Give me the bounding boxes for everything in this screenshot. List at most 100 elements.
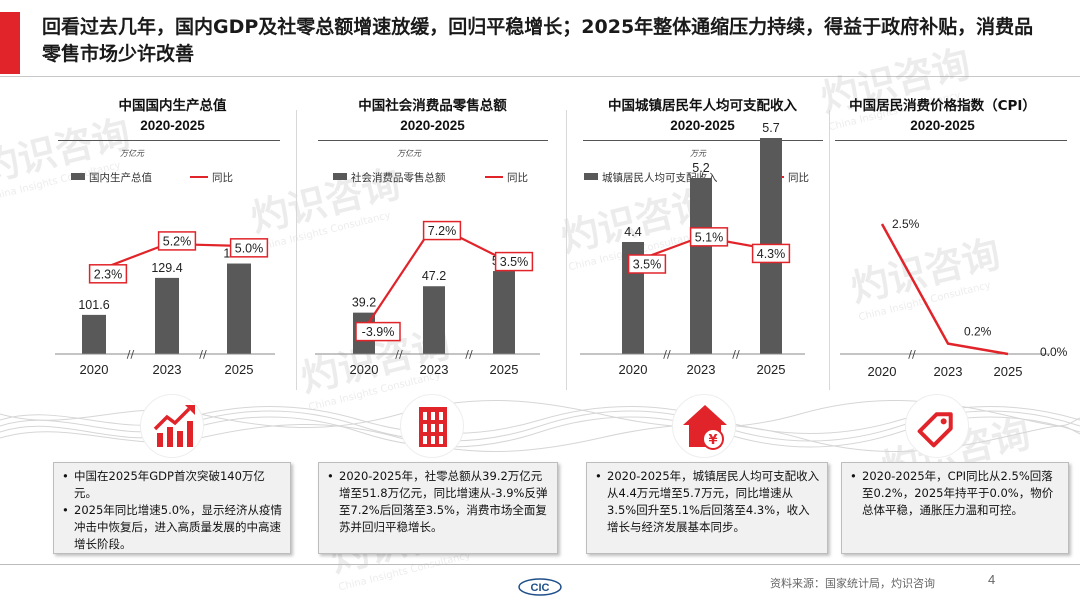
retail-sales-chart: 万亿元社会消费品零售总额同比39.2202047.2202351.82025//… <box>315 142 565 392</box>
retail-sales-chart-svg: 万亿元社会消费品零售总额同比39.2202047.2202351.82025//… <box>315 149 540 377</box>
bar-value-label: 47.2 <box>422 269 446 283</box>
x-tick-label: 2020 <box>619 362 648 377</box>
bar-value-label: 5.7 <box>762 121 779 135</box>
panel-header-rule <box>58 140 280 141</box>
axis-break-mark: // <box>395 348 403 361</box>
note-box-cpi: 2020-2025年，CPI同比从2.5%回落至0.2%，2025年持平于0.0… <box>841 462 1069 554</box>
cpi-chart: // 2.5% 2020 0.2% 2023 0.0% 2025 <box>840 142 1070 392</box>
bar <box>155 277 179 354</box>
yoy-label-box <box>229 238 269 258</box>
logo-text: CIC <box>531 582 550 594</box>
panel-years: 2020-2025 <box>400 118 465 133</box>
x-tick-label: 2023 <box>934 364 963 379</box>
panel-years: 2020-2025 <box>670 118 735 133</box>
yoy-label-box <box>751 243 791 264</box>
yoy-value-label: 3.5% <box>500 255 529 269</box>
cpi-line <box>880 223 1009 356</box>
panel-separator <box>829 110 830 390</box>
yoy-label-box <box>355 321 401 342</box>
bar <box>690 178 712 354</box>
x-tick-label: 2020 <box>80 362 109 377</box>
note-item: 2020-2025年，城镇居民人均可支配收入从4.4万元增至5.7万元，同比增速… <box>595 468 821 536</box>
cic-logo: CIC <box>517 577 563 601</box>
yoy-value-label: -3.9% <box>362 325 395 339</box>
cpi-value-label: 0.2% <box>964 325 992 339</box>
yoy-value-label: 4.3% <box>757 247 786 261</box>
panel-header-rule <box>835 140 1067 141</box>
axis-break-mark: // <box>732 348 740 361</box>
panel-title: 中国居民消费价格指数（CPI） <box>849 98 1036 114</box>
yoy-label-box <box>689 227 729 247</box>
svg-text:¥: ¥ <box>708 433 717 448</box>
cpi-value-label: 2.5% <box>892 217 920 231</box>
footer-divider <box>0 564 1080 565</box>
legend-line-label: 同比 <box>507 171 528 184</box>
building-icon <box>400 394 464 458</box>
note-box-income: 2020-2025年，城镇居民人均可支配收入从4.4万元增至5.7万元，同比增速… <box>586 462 828 554</box>
x-tick-label: 2023 <box>420 362 449 377</box>
cpi-value-label: 0.0% <box>1040 345 1068 359</box>
bar-value-label: 39.2 <box>352 296 376 310</box>
x-tick-label: 2020 <box>868 364 897 379</box>
legend-bar-label: 国内生产总值 <box>89 171 152 184</box>
bar-value-label: 5.2 <box>692 161 709 175</box>
legend-bar-swatch <box>71 173 85 180</box>
axis-break-mark: // <box>127 348 135 361</box>
gdp-chart-svg: 万亿元国内生产总值同比101.62020129.42023140.22025//… <box>55 149 275 377</box>
panel-header-rule <box>318 140 548 141</box>
yoy-value-label: 5.2% <box>163 234 192 248</box>
yoy-value-label: 5.0% <box>235 241 264 255</box>
yoy-value-label: 2.3% <box>94 267 123 281</box>
panel-header-rule <box>583 140 823 141</box>
x-tick-label: 2025 <box>757 362 786 377</box>
axis-break-mark: // <box>465 348 473 361</box>
price-tag-icon <box>905 394 969 458</box>
panel-title: 中国社会消费品零售总额 <box>358 98 507 114</box>
panel-header-gdp: 中国国内生产总值 2020-2025 <box>55 96 290 136</box>
unit-label: 万元 <box>690 149 707 158</box>
x-tick-label: 2025 <box>490 362 519 377</box>
yoy-label-box <box>494 251 534 272</box>
house-yuan-icon: ¥ <box>672 394 736 458</box>
panel-title: 中国城镇居民年人均可支配收入 <box>608 98 797 114</box>
legend-line-label: 同比 <box>788 171 809 184</box>
unit-label: 万亿元 <box>120 149 145 158</box>
unit-label: 万亿元 <box>397 149 422 158</box>
yoy-label-box <box>157 231 197 251</box>
note-item: 中国在2025年GDP首次突破140万亿元。 <box>62 468 284 502</box>
panel-header-retail: 中国社会消费品零售总额 2020-2025 <box>305 96 560 136</box>
note-box-gdp: 中国在2025年GDP首次突破140万亿元。 2025年同比增速5.0%，显示经… <box>53 462 291 554</box>
panel-title: 中国国内生产总值 <box>118 98 227 114</box>
cpi-chart-svg: // 2.5% 2020 0.2% 2023 0.0% 2025 <box>840 217 1068 379</box>
x-tick-label: 2023 <box>153 362 182 377</box>
yoy-label-box <box>627 254 667 274</box>
source-note: 资料来源：国家统计局，灼识咨询 <box>770 577 935 590</box>
bar <box>493 271 515 354</box>
axis-break-mark: // <box>908 348 916 361</box>
bar <box>423 286 445 354</box>
note-item: 2025年同比增速5.0%，显示经济从疫情冲击中恢复后，进入高质量发展的中高速增… <box>62 502 284 553</box>
bar <box>82 314 106 354</box>
bar-value-label: 4.4 <box>624 225 641 239</box>
trend-up-chart-icon <box>140 394 204 458</box>
note-item: 2020-2025年，社零总额从39.2万亿元增至51.8万亿元，同比增速从-3… <box>327 468 551 536</box>
panel-separator <box>566 110 567 390</box>
gdp-chart: 万亿元国内生产总值同比101.62020129.42023140.22025//… <box>55 142 295 392</box>
page-title: 回看过去几年，国内GDP及社零总额增速放缓，回归平稳增长；2025年整体通缩压力… <box>42 16 1034 65</box>
note-box-retail: 2020-2025年，社零总额从39.2万亿元增至51.8万亿元，同比增速从-3… <box>318 462 558 554</box>
x-tick-label: 2025 <box>225 362 254 377</box>
legend-line-label: 同比 <box>212 171 233 184</box>
yoy-label-box <box>422 220 462 241</box>
legend-bar-swatch <box>584 173 598 180</box>
yoy-value-label: 5.1% <box>695 230 724 244</box>
panel-separator <box>296 110 297 390</box>
panel-years: 2020-2025 <box>910 118 975 133</box>
income-chart: 万元 城镇居民人均可支配收入 同比 4.4 2020 5.2 2023 5.7 2025 // //… <box>580 121 830 392</box>
x-tick-label: 2020 <box>350 362 379 377</box>
bar-value-label: 129.4 <box>151 261 182 275</box>
axis-break-mark: // <box>663 348 671 361</box>
x-tick-label: 2025 <box>994 364 1023 379</box>
bar-value-label: 101.6 <box>78 298 109 312</box>
legend-bar-swatch <box>333 173 347 180</box>
panel-years: 2020-2025 <box>140 118 205 133</box>
